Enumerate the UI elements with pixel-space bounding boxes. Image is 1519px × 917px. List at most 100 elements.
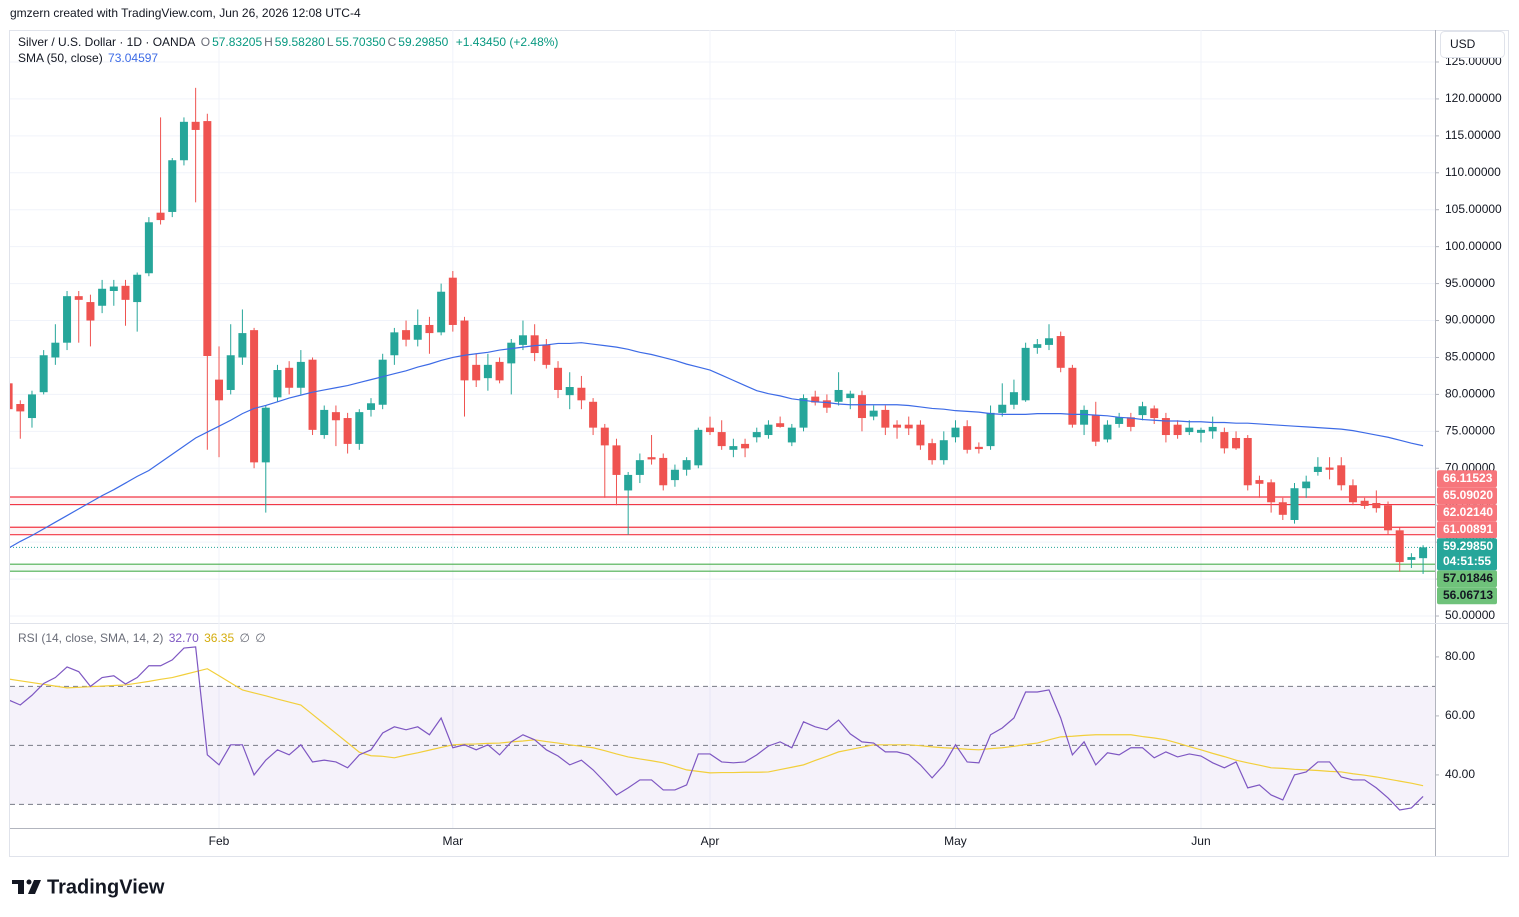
candle-body xyxy=(694,429,703,466)
candle-body xyxy=(1091,415,1100,442)
candle-body xyxy=(203,121,212,356)
price-label-box xyxy=(1437,587,1497,605)
candle-body xyxy=(1103,424,1112,440)
candle-body xyxy=(238,333,247,358)
rsi-extra: ∅ xyxy=(239,631,250,645)
chart-frame xyxy=(9,30,1509,857)
candle-body xyxy=(483,364,492,379)
candle-body xyxy=(226,355,235,390)
y-tick-label: 115.00000 xyxy=(1445,128,1501,142)
sma-value: 73.04597 xyxy=(108,51,159,65)
price-label: 04:51:55 xyxy=(1443,554,1491,568)
candle-body xyxy=(682,460,691,470)
candle-body xyxy=(916,424,925,446)
candle-body xyxy=(1243,437,1252,486)
candle-body xyxy=(1395,530,1404,563)
candle-body xyxy=(390,332,399,356)
candle-body xyxy=(904,424,913,429)
ohlc-value: 57.83205 xyxy=(212,35,263,49)
candle-body xyxy=(1161,418,1170,436)
price-label: 57.01846 xyxy=(1443,571,1493,585)
candle-body xyxy=(296,361,305,388)
candle-body xyxy=(1267,482,1276,503)
sma-name: SMA (50, close) xyxy=(18,51,103,65)
candle-body xyxy=(589,401,598,428)
candle-body xyxy=(1009,392,1018,405)
sma-line xyxy=(10,342,1424,548)
ohlc-value: 59.58280 xyxy=(274,35,325,49)
price-label-box xyxy=(1437,570,1497,588)
y-tick-label: 120.00000 xyxy=(1445,91,1502,105)
y-tick-label: 50.00000 xyxy=(1445,608,1495,622)
candle-body xyxy=(1337,465,1346,486)
candle-body xyxy=(1173,424,1182,436)
candle-body xyxy=(647,457,656,460)
candle-body xyxy=(144,222,153,274)
candle-body xyxy=(1126,417,1135,427)
x-tick-label: Jun xyxy=(1191,834,1210,848)
candle-body xyxy=(402,330,411,340)
candle-body xyxy=(1278,502,1287,515)
candle-body xyxy=(273,370,282,398)
rsi-line xyxy=(10,646,1424,811)
candle-body xyxy=(98,288,107,306)
candle-body xyxy=(869,410,878,417)
candle-body xyxy=(413,324,422,340)
candle-body xyxy=(460,320,469,381)
candle-body xyxy=(472,364,481,381)
candle-body xyxy=(846,393,855,399)
candle-body xyxy=(507,342,516,364)
candle-body xyxy=(1208,426,1217,432)
sma-legend: SMA (50, close) 73.04597 xyxy=(18,50,160,66)
candle-body xyxy=(998,404,1007,413)
x-tick-label: Mar xyxy=(442,834,463,848)
candle-body xyxy=(974,446,983,450)
candle-body xyxy=(963,426,972,450)
price-label: 62.02140 xyxy=(1443,505,1493,519)
price-label: 56.06713 xyxy=(1443,588,1493,602)
candle-body xyxy=(495,361,504,381)
candle-body xyxy=(822,400,831,408)
candle-body xyxy=(717,432,726,447)
candle-body xyxy=(320,409,329,436)
y-tick-label: 80.00000 xyxy=(1445,387,1495,401)
price-label-box xyxy=(1437,538,1497,571)
zone-fill xyxy=(10,496,1435,505)
candle-body xyxy=(787,427,796,443)
rsi-value: 32.70 xyxy=(168,631,199,645)
price-label-box xyxy=(1437,504,1497,522)
candle-body xyxy=(1302,481,1311,489)
candle-body xyxy=(1021,347,1030,401)
candle-body xyxy=(600,427,609,446)
zone-fill xyxy=(10,527,1435,535)
y-tick-label: 40.00 xyxy=(1445,767,1475,781)
logo-icon xyxy=(12,879,41,894)
candle-body xyxy=(1384,505,1393,531)
price-labels: 66.11523 65.09020 62.02140 61.00891 57.01846… xyxy=(1437,470,1497,605)
candle-body xyxy=(1360,500,1369,506)
currency[interactable]: USD xyxy=(1450,37,1476,51)
y-tick-label: 110.00000 xyxy=(1445,165,1501,179)
change: +1.43450 (+2.48%) xyxy=(455,35,559,49)
candle-body xyxy=(74,296,83,300)
attribution: gmzern created with TradingView.com, Jun… xyxy=(10,6,361,20)
candle-body xyxy=(86,302,95,321)
candle-body xyxy=(1255,480,1264,484)
price-label: 66.11523 xyxy=(1443,471,1493,485)
logo-dot xyxy=(26,879,32,885)
candle-body xyxy=(577,387,586,401)
candle-body xyxy=(857,395,866,419)
y-tick-label: 105.00000 xyxy=(1445,202,1502,216)
candle-body xyxy=(554,367,563,390)
candle-body xyxy=(799,398,808,428)
y-tick-label: 95.00000 xyxy=(1445,276,1495,290)
candle-body xyxy=(156,212,165,221)
price-label-box xyxy=(1437,487,1497,505)
candle-body xyxy=(1150,408,1159,419)
currency-button[interactable] xyxy=(1440,31,1505,58)
candle-body xyxy=(1068,367,1077,425)
ohlc-key: L xyxy=(326,35,334,49)
x-tick-label: Apr xyxy=(701,834,720,848)
rsi-pane xyxy=(10,646,1435,811)
